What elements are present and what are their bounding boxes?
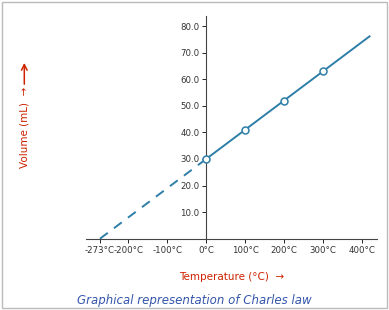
Text: Volume (mL)  →: Volume (mL) → [19,86,29,168]
Text: Temperature (°C)  →: Temperature (°C) → [179,272,284,282]
Text: Graphical representation of Charles law: Graphical representation of Charles law [77,294,312,307]
